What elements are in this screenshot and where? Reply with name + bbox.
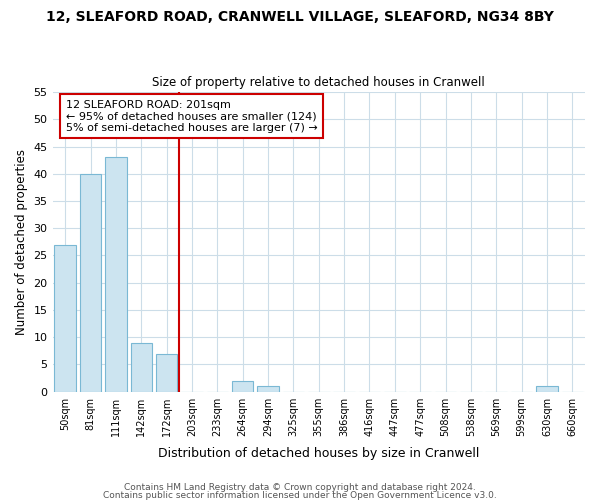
Bar — [257, 386, 279, 392]
Text: Contains HM Land Registry data © Crown copyright and database right 2024.: Contains HM Land Registry data © Crown c… — [124, 484, 476, 492]
Bar — [232, 381, 253, 392]
X-axis label: Distribution of detached houses by size in Cranwell: Distribution of detached houses by size … — [158, 447, 479, 460]
Text: 12 SLEAFORD ROAD: 201sqm
← 95% of detached houses are smaller (124)
5% of semi-d: 12 SLEAFORD ROAD: 201sqm ← 95% of detach… — [66, 100, 317, 132]
Title: Size of property relative to detached houses in Cranwell: Size of property relative to detached ho… — [152, 76, 485, 90]
Bar — [55, 244, 76, 392]
Text: 12, SLEAFORD ROAD, CRANWELL VILLAGE, SLEAFORD, NG34 8BY: 12, SLEAFORD ROAD, CRANWELL VILLAGE, SLE… — [46, 10, 554, 24]
Bar — [536, 386, 558, 392]
Bar — [156, 354, 178, 392]
Text: Contains public sector information licensed under the Open Government Licence v3: Contains public sector information licen… — [103, 490, 497, 500]
Bar — [131, 342, 152, 392]
Bar — [80, 174, 101, 392]
Y-axis label: Number of detached properties: Number of detached properties — [15, 149, 28, 335]
Bar — [105, 158, 127, 392]
